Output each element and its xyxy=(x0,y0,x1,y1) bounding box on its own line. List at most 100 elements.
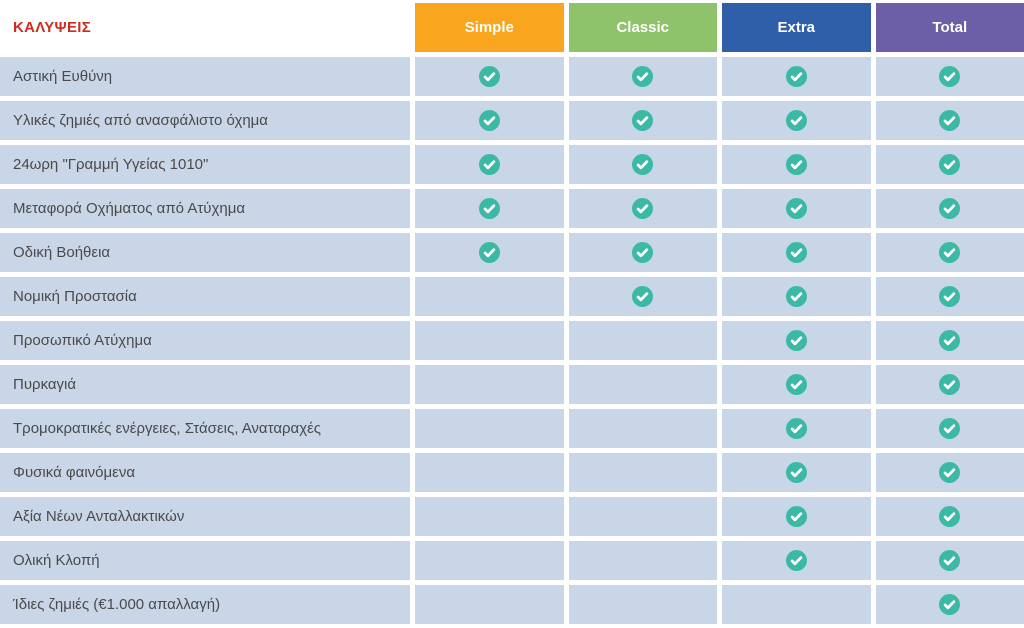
coverage-cell-total xyxy=(875,453,1024,492)
check-icon xyxy=(785,506,807,527)
check-icon xyxy=(939,242,961,263)
coverage-cell-extra xyxy=(722,497,871,536)
coverage-cell-total xyxy=(875,233,1024,272)
coverage-cell-extra xyxy=(722,585,871,624)
coverage-row-label: Υλικές ζημιές από ανασφάλιστο όχημα xyxy=(0,101,410,140)
coverage-cell-simple xyxy=(415,57,564,96)
check-icon xyxy=(785,110,807,131)
check-icon xyxy=(785,462,807,483)
coverage-cell-classic xyxy=(568,497,717,536)
check-icon xyxy=(939,110,961,131)
coverage-cell-simple xyxy=(415,409,564,448)
check-icon xyxy=(939,154,961,175)
coverage-cell-simple xyxy=(415,497,564,536)
check-icon xyxy=(785,374,807,395)
coverage-cell-extra xyxy=(722,365,871,404)
coverage-cell-simple xyxy=(415,321,564,360)
coverage-row-label: Αξία Νέων Ανταλλακτικών xyxy=(0,497,410,536)
coverage-row-label: Αστική Ευθύνη xyxy=(0,57,410,96)
coverage-cell-extra xyxy=(722,321,871,360)
coverage-cell-simple xyxy=(415,585,564,624)
coverage-cell-total xyxy=(875,321,1024,360)
coverage-cell-total xyxy=(875,277,1024,316)
check-icon xyxy=(478,154,500,175)
coverage-row-label: Τρομοκρατικές ενέργειες, Στάσεις, Αναταρ… xyxy=(0,409,410,448)
coverage-cell-simple xyxy=(415,189,564,228)
coverage-cell-extra xyxy=(722,189,871,228)
check-icon xyxy=(632,242,654,263)
check-icon xyxy=(939,506,961,527)
check-icon xyxy=(632,110,654,131)
plan-header-total: Total xyxy=(875,3,1024,52)
coverage-cell-classic xyxy=(568,277,717,316)
coverage-cell-classic xyxy=(568,233,717,272)
coverage-cell-total xyxy=(875,365,1024,404)
check-icon xyxy=(939,330,961,351)
coverage-cell-classic xyxy=(568,365,717,404)
check-icon xyxy=(632,286,654,307)
check-icon xyxy=(939,594,961,615)
check-icon xyxy=(939,550,961,571)
coverage-cell-classic xyxy=(568,145,717,184)
coverage-cell-extra xyxy=(722,101,871,140)
coverage-cell-classic xyxy=(568,585,717,624)
check-icon xyxy=(478,110,500,131)
check-icon xyxy=(785,418,807,439)
table-title-cell: ΚΑΛΥΨΕΙΣ xyxy=(0,3,410,52)
check-icon xyxy=(939,286,961,307)
coverage-cell-total xyxy=(875,189,1024,228)
coverage-cell-extra xyxy=(722,233,871,272)
coverage-cell-simple xyxy=(415,277,564,316)
check-icon xyxy=(478,66,500,87)
coverage-cell-classic xyxy=(568,321,717,360)
coverage-cell-classic xyxy=(568,189,717,228)
coverage-cell-classic xyxy=(568,409,717,448)
check-icon xyxy=(632,198,654,219)
check-icon xyxy=(939,374,961,395)
check-icon xyxy=(939,418,961,439)
coverage-cell-total xyxy=(875,497,1024,536)
coverage-cell-classic xyxy=(568,101,717,140)
check-icon xyxy=(785,550,807,571)
coverage-row-label: Φυσικά φαινόμενα xyxy=(0,453,410,492)
coverage-cell-total xyxy=(875,57,1024,96)
check-icon xyxy=(478,242,500,263)
coverage-row-label: Προσωπικό Ατύχημα xyxy=(0,321,410,360)
check-icon xyxy=(478,198,500,219)
plan-header-simple: Simple xyxy=(415,3,564,52)
coverage-cell-simple xyxy=(415,453,564,492)
coverage-row-label: Ίδιες ζημιές (€1.000 απαλλαγή) xyxy=(0,585,410,624)
check-icon xyxy=(939,198,961,219)
check-icon xyxy=(939,462,961,483)
coverage-row-label: 24ωρη "Γραμμή Υγείας 1010" xyxy=(0,145,410,184)
coverage-row-label: Μεταφορά Οχήματος από Ατύχημα xyxy=(0,189,410,228)
coverage-row-label: Νομική Προστασία xyxy=(0,277,410,316)
check-icon xyxy=(785,154,807,175)
coverage-cell-extra xyxy=(722,57,871,96)
check-icon xyxy=(785,198,807,219)
check-icon xyxy=(785,242,807,263)
check-icon xyxy=(785,286,807,307)
plan-header-classic: Classic xyxy=(568,3,717,52)
coverage-row-label: Πυρκαγιά xyxy=(0,365,410,404)
table-title: ΚΑΛΥΨΕΙΣ xyxy=(13,19,92,36)
coverage-cell-classic xyxy=(568,541,717,580)
coverage-cell-extra xyxy=(722,453,871,492)
coverage-cell-simple xyxy=(415,145,564,184)
coverage-cell-total xyxy=(875,101,1024,140)
coverage-cell-total xyxy=(875,145,1024,184)
check-icon xyxy=(785,66,807,87)
coverage-cell-extra xyxy=(722,277,871,316)
coverage-cell-extra xyxy=(722,409,871,448)
coverage-cell-extra xyxy=(722,145,871,184)
coverage-row-label: Οδική Βοήθεια xyxy=(0,233,410,272)
coverage-cell-total xyxy=(875,541,1024,580)
check-icon xyxy=(939,66,961,87)
coverage-cell-simple xyxy=(415,365,564,404)
coverage-cell-total xyxy=(875,585,1024,624)
coverage-table: ΚΑΛΥΨΕΙΣ Simple Classic Extra Total Αστική Ε… xyxy=(0,3,1024,624)
check-icon xyxy=(632,154,654,175)
coverage-cell-extra xyxy=(722,541,871,580)
check-icon xyxy=(632,66,654,87)
